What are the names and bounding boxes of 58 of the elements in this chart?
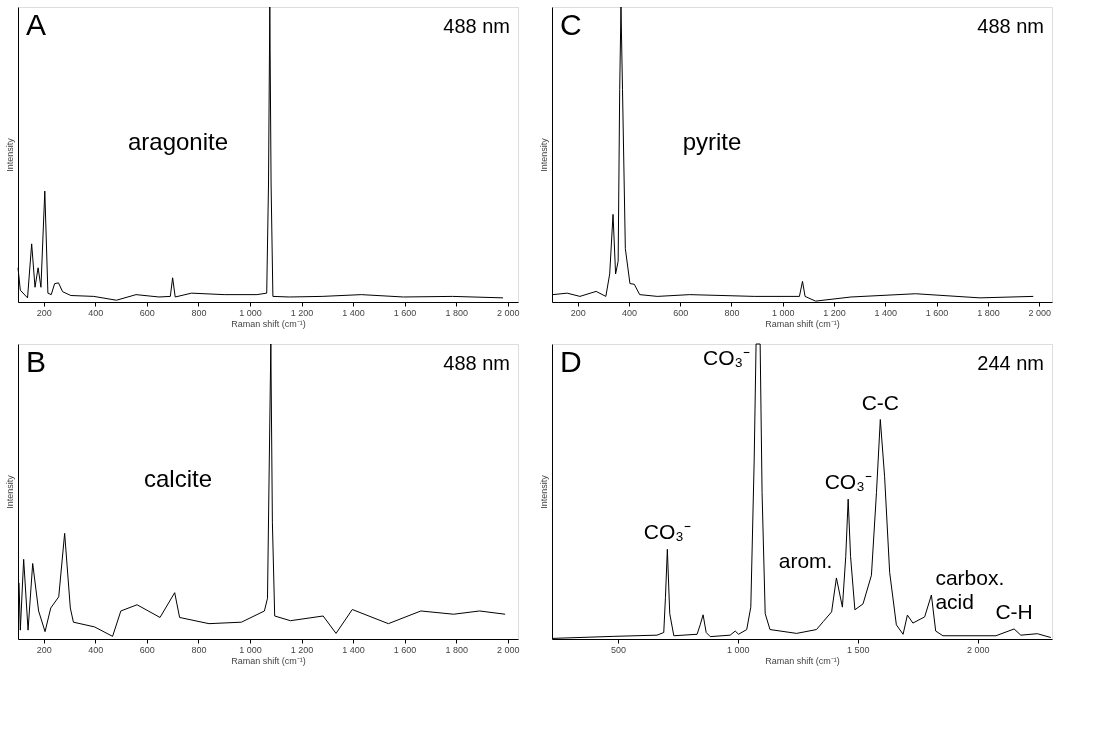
x-tick-label: 1 400 xyxy=(342,644,365,655)
annotation: B xyxy=(26,345,47,378)
x-tick-label: 1 800 xyxy=(445,644,468,655)
annotation: 488 nm xyxy=(443,352,510,374)
x-tick-label: 1 200 xyxy=(290,644,314,655)
x-tick-label: 200 xyxy=(36,307,52,318)
annotation: A xyxy=(26,8,47,41)
y-axis-title: Intensity xyxy=(538,474,549,509)
annotation: aragonite xyxy=(127,127,229,155)
annotation: arom. xyxy=(778,548,833,572)
x-tick-label: 1 600 xyxy=(925,307,949,318)
y-axis-title: Intensity xyxy=(538,137,549,172)
x-tick-label: 1 500 xyxy=(846,644,870,655)
x-tick-label: 400 xyxy=(621,307,637,318)
x-tick-label: 800 xyxy=(724,307,740,318)
annotation: CO₃⁻ xyxy=(643,520,691,544)
x-tick-label: 2 000 xyxy=(1028,307,1051,318)
x-axis-title: Raman shift (cm⁻¹) xyxy=(231,655,306,666)
x-tick-label: 1 000 xyxy=(239,644,262,655)
x-tick-label: 600 xyxy=(673,307,689,318)
x-axis-title: Raman shift (cm⁻¹) xyxy=(231,318,306,329)
x-axis-title: Raman shift (cm⁻¹) xyxy=(765,655,840,666)
x-tick-label: 1 200 xyxy=(823,307,846,318)
x-tick-label: 600 xyxy=(139,644,155,655)
annotation: CO₃⁻ xyxy=(824,470,872,494)
x-tick-label: 1 400 xyxy=(342,307,365,318)
annotation: CO₃⁻ xyxy=(703,346,751,369)
x-axis-title: Raman shift (cm⁻¹) xyxy=(765,318,840,329)
annotation: calcite xyxy=(143,464,213,492)
x-tick-label: 1 000 xyxy=(772,307,795,318)
x-tick-label: 200 xyxy=(36,644,52,655)
x-tick-label: 200 xyxy=(570,307,586,318)
x-tick-label: 1 800 xyxy=(445,307,468,318)
x-tick-label: 1 400 xyxy=(874,307,898,318)
annotation: 488 nm xyxy=(443,15,510,37)
annotation: D xyxy=(560,345,582,378)
x-tick-label: 1 600 xyxy=(393,307,417,318)
x-tick-label: 500 xyxy=(610,644,626,655)
x-tick-label: 1 800 xyxy=(977,307,1000,318)
x-tick-label: 1 000 xyxy=(727,644,750,655)
x-tick-label: 1 600 xyxy=(393,644,417,655)
annotation: pyrite xyxy=(682,127,742,155)
x-tick-label: 1 000 xyxy=(239,307,262,318)
x-tick-label: 1 200 xyxy=(290,307,314,318)
annotation: C-C xyxy=(861,390,899,414)
y-axis-title: Intensity xyxy=(4,137,15,172)
x-tick-label: 2 000 xyxy=(496,307,520,318)
x-tick-label: 400 xyxy=(88,644,104,655)
x-tick-label: 2 000 xyxy=(966,644,990,655)
y-axis-title: Intensity xyxy=(4,474,15,509)
x-tick-label: 400 xyxy=(88,307,104,318)
x-tick-label: 2 000 xyxy=(496,644,520,655)
annotation: C xyxy=(560,8,582,41)
annotation: 488 nm xyxy=(977,15,1044,37)
x-tick-label: 600 xyxy=(139,307,155,318)
x-tick-label: 800 xyxy=(191,307,207,318)
x-tick-label: 800 xyxy=(191,644,207,655)
annotation: 244 nm xyxy=(977,352,1044,374)
